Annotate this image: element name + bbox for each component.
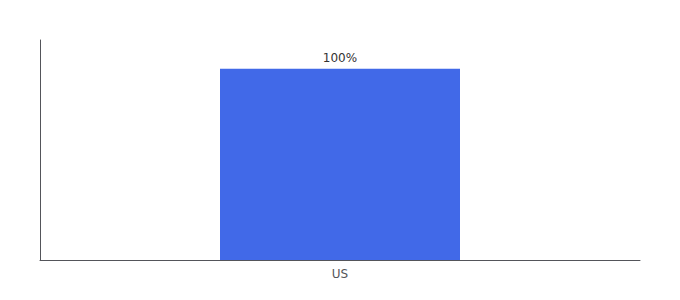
svg-text:100%: 100%	[323, 51, 357, 65]
svg-text:US: US	[332, 267, 348, 281]
